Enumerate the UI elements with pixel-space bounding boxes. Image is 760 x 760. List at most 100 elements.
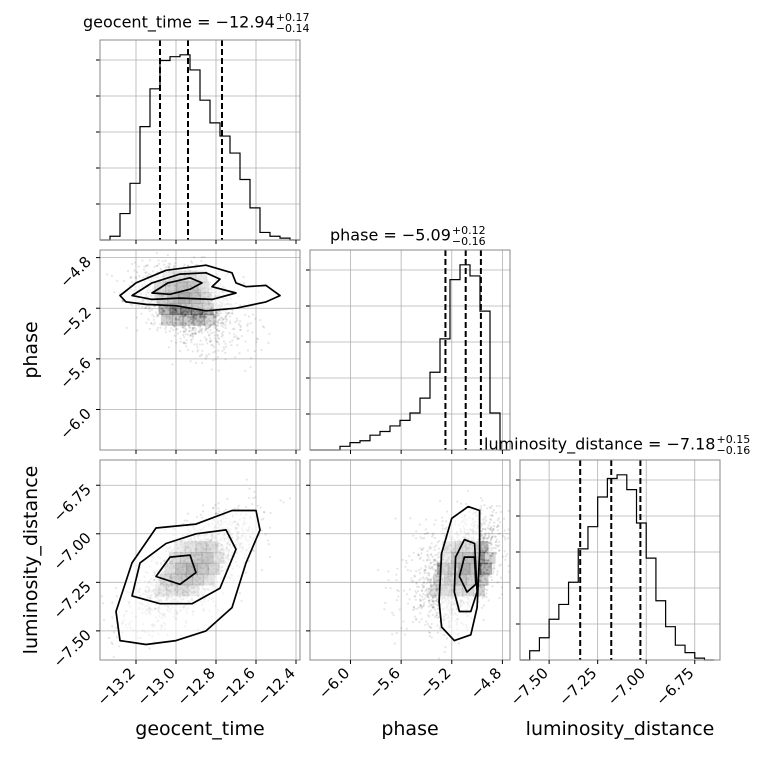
scatter-point <box>185 339 188 342</box>
scatter-point <box>191 316 194 319</box>
scatter-point <box>183 314 186 317</box>
scatter-point <box>83 666 85 668</box>
scatter-point <box>255 337 259 340</box>
scatter-point <box>199 339 202 342</box>
scatter-point <box>115 636 118 639</box>
scatter-point <box>417 554 420 557</box>
scatter-point <box>176 312 179 316</box>
scatter-point <box>435 589 438 593</box>
scatter-point <box>253 350 256 353</box>
scatter-point <box>131 304 134 307</box>
scatter-point <box>413 595 416 598</box>
scatter-point <box>259 506 262 509</box>
scatter-point <box>484 558 487 562</box>
scatter-point <box>184 314 188 317</box>
scatter-point <box>433 545 436 549</box>
scatter-point <box>148 306 151 309</box>
scatter-point <box>172 314 176 317</box>
scatter-point <box>422 547 425 550</box>
scatter-point <box>409 517 412 520</box>
scatter-point <box>231 309 234 312</box>
scatter-point <box>217 337 221 341</box>
scatter-point <box>428 564 431 567</box>
scatter-point <box>191 332 194 335</box>
scatter-point <box>489 541 492 544</box>
scatter-point <box>182 341 186 344</box>
scatter-point <box>202 316 206 319</box>
scatter-point <box>212 314 215 317</box>
scatter-point <box>186 316 189 319</box>
scatter-point <box>485 579 488 582</box>
scatter-point <box>423 568 426 571</box>
scatter-point <box>215 512 218 515</box>
scatter-point <box>500 593 503 596</box>
scatter-point <box>428 573 431 576</box>
scatter-point <box>436 624 439 627</box>
scatter-point <box>174 308 177 312</box>
scatter-point <box>489 526 492 530</box>
scatter-point <box>184 313 188 316</box>
scatter-point <box>206 342 209 345</box>
scatter-point <box>208 340 212 343</box>
scatter-point <box>485 569 488 572</box>
scatter-point <box>491 536 494 539</box>
scatter-point <box>174 321 177 325</box>
scatter-point <box>184 312 188 315</box>
scatter-point <box>195 317 198 320</box>
panel-frame <box>99 39 301 241</box>
scatter-point <box>438 499 442 502</box>
scatter-point <box>412 608 415 612</box>
scatter-point <box>495 511 498 514</box>
scatter-point <box>158 306 161 309</box>
scatter-point <box>445 526 448 529</box>
scatter-point <box>221 349 224 352</box>
scatter-point <box>488 574 491 577</box>
scatter-point <box>165 313 168 317</box>
scatter-point <box>229 320 232 323</box>
scatter-point <box>169 313 173 316</box>
scatter-point <box>200 314 203 317</box>
scatter-point <box>205 328 208 331</box>
scatter-point <box>212 331 215 334</box>
scatter-point <box>213 334 216 337</box>
scatter-point <box>494 544 497 547</box>
scatter-point <box>432 596 435 599</box>
scatter-point <box>246 349 250 352</box>
scatter-point <box>430 554 433 557</box>
scatter-point <box>165 317 168 320</box>
scatter-point <box>224 358 227 361</box>
scatter-point <box>486 561 489 564</box>
scatter-point <box>488 565 491 568</box>
scatter-point <box>192 314 195 317</box>
scatter-point <box>221 318 225 321</box>
scatter-point <box>205 355 208 358</box>
scatter-point <box>191 321 194 325</box>
scatter-point <box>199 324 202 328</box>
scatter-point <box>492 528 495 531</box>
scatter-point <box>231 312 234 315</box>
scatter-point <box>190 321 194 324</box>
scatter-point <box>201 331 204 334</box>
scatter-point <box>491 568 494 571</box>
scatter-point <box>479 577 483 580</box>
scatter-point <box>206 313 210 316</box>
scatter-point <box>437 616 440 619</box>
contour-level-3 <box>151 276 203 296</box>
scatter-point <box>240 599 243 603</box>
scatter-point <box>483 584 486 587</box>
scatter-point <box>490 552 493 555</box>
scatter-point <box>427 578 431 581</box>
scatter-point <box>422 582 425 585</box>
hist-panel-geocent_time <box>96 39 301 241</box>
scatter-point <box>156 264 159 268</box>
scatter-point <box>421 583 424 587</box>
scatter-point <box>483 594 486 597</box>
scatter-point <box>170 311 173 314</box>
scatter-point <box>488 541 491 545</box>
scatter-point <box>182 334 185 337</box>
scatter-point <box>262 326 266 329</box>
scatter-point <box>145 271 148 274</box>
scatter-point <box>256 504 260 507</box>
scatter-point <box>212 345 215 348</box>
scatter-point <box>435 563 438 566</box>
